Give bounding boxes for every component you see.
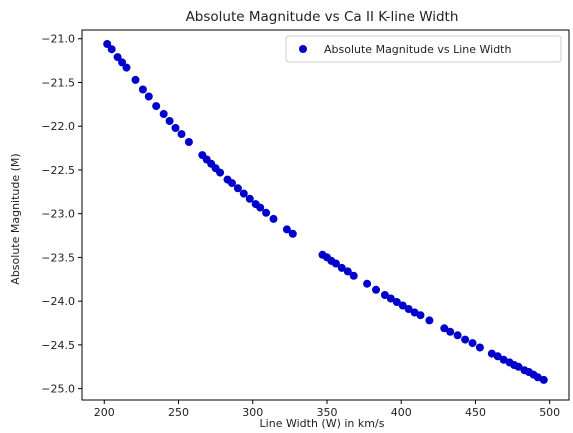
data-point-58 <box>514 362 523 371</box>
data-point-4 <box>122 63 131 72</box>
y-axis-label: Absolute Magnitude (M) <box>9 153 22 284</box>
data-point-27 <box>269 214 278 223</box>
data-point-18 <box>216 168 225 177</box>
data-point-62 <box>533 373 542 382</box>
data-point-12 <box>177 130 186 139</box>
y-axis-ticks: −21.0 −21.5 −22.0 −22.5 −23.0 −23.5 −24.0 −24.5… <box>41 33 82 396</box>
plot-frame <box>81 29 570 401</box>
data-point-50 <box>461 335 470 344</box>
data-point-45 <box>416 311 425 320</box>
data-point-54 <box>493 352 502 361</box>
x-tick-label: 500 <box>539 406 560 419</box>
data-point-26 <box>262 208 271 217</box>
data-point-11 <box>171 124 180 132</box>
data-point-13 <box>184 138 193 146</box>
data-point-9 <box>159 110 168 118</box>
y-tick-label: −22.5 <box>41 164 75 177</box>
data-point-33 <box>331 259 340 268</box>
x-tick-label: 350 <box>316 406 337 419</box>
x-axis-ticks: 200 250 300 350 400 450 500 <box>94 400 560 419</box>
legend-box <box>285 35 562 63</box>
x-tick-label: 200 <box>94 406 115 419</box>
data-point-40 <box>386 294 395 303</box>
y-tick-label: −24.0 <box>41 295 75 308</box>
x-axis-label: Line Width (W) in km/s <box>260 417 385 430</box>
data-point-20 <box>228 179 236 188</box>
data-point-49 <box>453 331 462 340</box>
data-point-42 <box>398 301 407 310</box>
data-point-43 <box>404 305 413 313</box>
data-point-2 <box>113 53 122 62</box>
x-tick-label: 450 <box>465 406 486 419</box>
data-point-23 <box>245 194 254 203</box>
data-point-47 <box>440 324 449 333</box>
y-tick-label: −21.5 <box>41 76 75 89</box>
data-point-25 <box>256 203 265 212</box>
x-tick-label: 250 <box>168 406 189 419</box>
chart-title: Absolute Magnitude vs Ca II K-line Width <box>186 9 459 25</box>
y-tick-label: −22.0 <box>41 120 75 133</box>
y-tick-label: −24.5 <box>41 339 75 352</box>
legend-entry-label: Absolute Magnitude vs Line Width <box>324 43 511 56</box>
legend: Absolute Magnitude vs Line Width <box>285 35 562 63</box>
data-point-48 <box>446 327 455 336</box>
data-point-51 <box>468 339 477 348</box>
x-tick-label: 400 <box>391 406 412 419</box>
data-point-5 <box>131 75 140 84</box>
data-point-10 <box>165 117 174 125</box>
data-point-37 <box>363 279 372 288</box>
y-tick-label: −21.0 <box>41 33 75 46</box>
data-point-34 <box>337 263 346 272</box>
data-point-52 <box>475 343 484 352</box>
data-point-8 <box>152 102 161 111</box>
data-point-35 <box>343 267 352 276</box>
data-point-7 <box>144 92 153 101</box>
data-point-1 <box>107 45 116 54</box>
data-point-22 <box>239 189 248 198</box>
data-point-39 <box>380 291 389 299</box>
data-point-63 <box>539 375 548 384</box>
data-point-46 <box>425 316 434 325</box>
data-points <box>103 40 548 384</box>
plot-area: 200 250 300 350 400 450 500 −21.0 −21.5 −22.0 −22… <box>41 29 570 419</box>
data-point-38 <box>372 285 380 294</box>
y-tick-label: −23.5 <box>41 251 75 264</box>
y-tick-label: −25.0 <box>41 383 75 396</box>
data-point-28 <box>282 225 291 234</box>
data-point-29 <box>288 229 297 238</box>
data-point-0 <box>103 40 112 48</box>
data-point-21 <box>233 184 242 193</box>
data-point-6 <box>138 85 147 94</box>
legend-marker <box>299 45 307 53</box>
x-tick-label: 300 <box>242 406 263 419</box>
y-tick-label: −23.0 <box>41 208 75 221</box>
data-point-36 <box>349 271 358 280</box>
data-point-41 <box>392 298 401 306</box>
